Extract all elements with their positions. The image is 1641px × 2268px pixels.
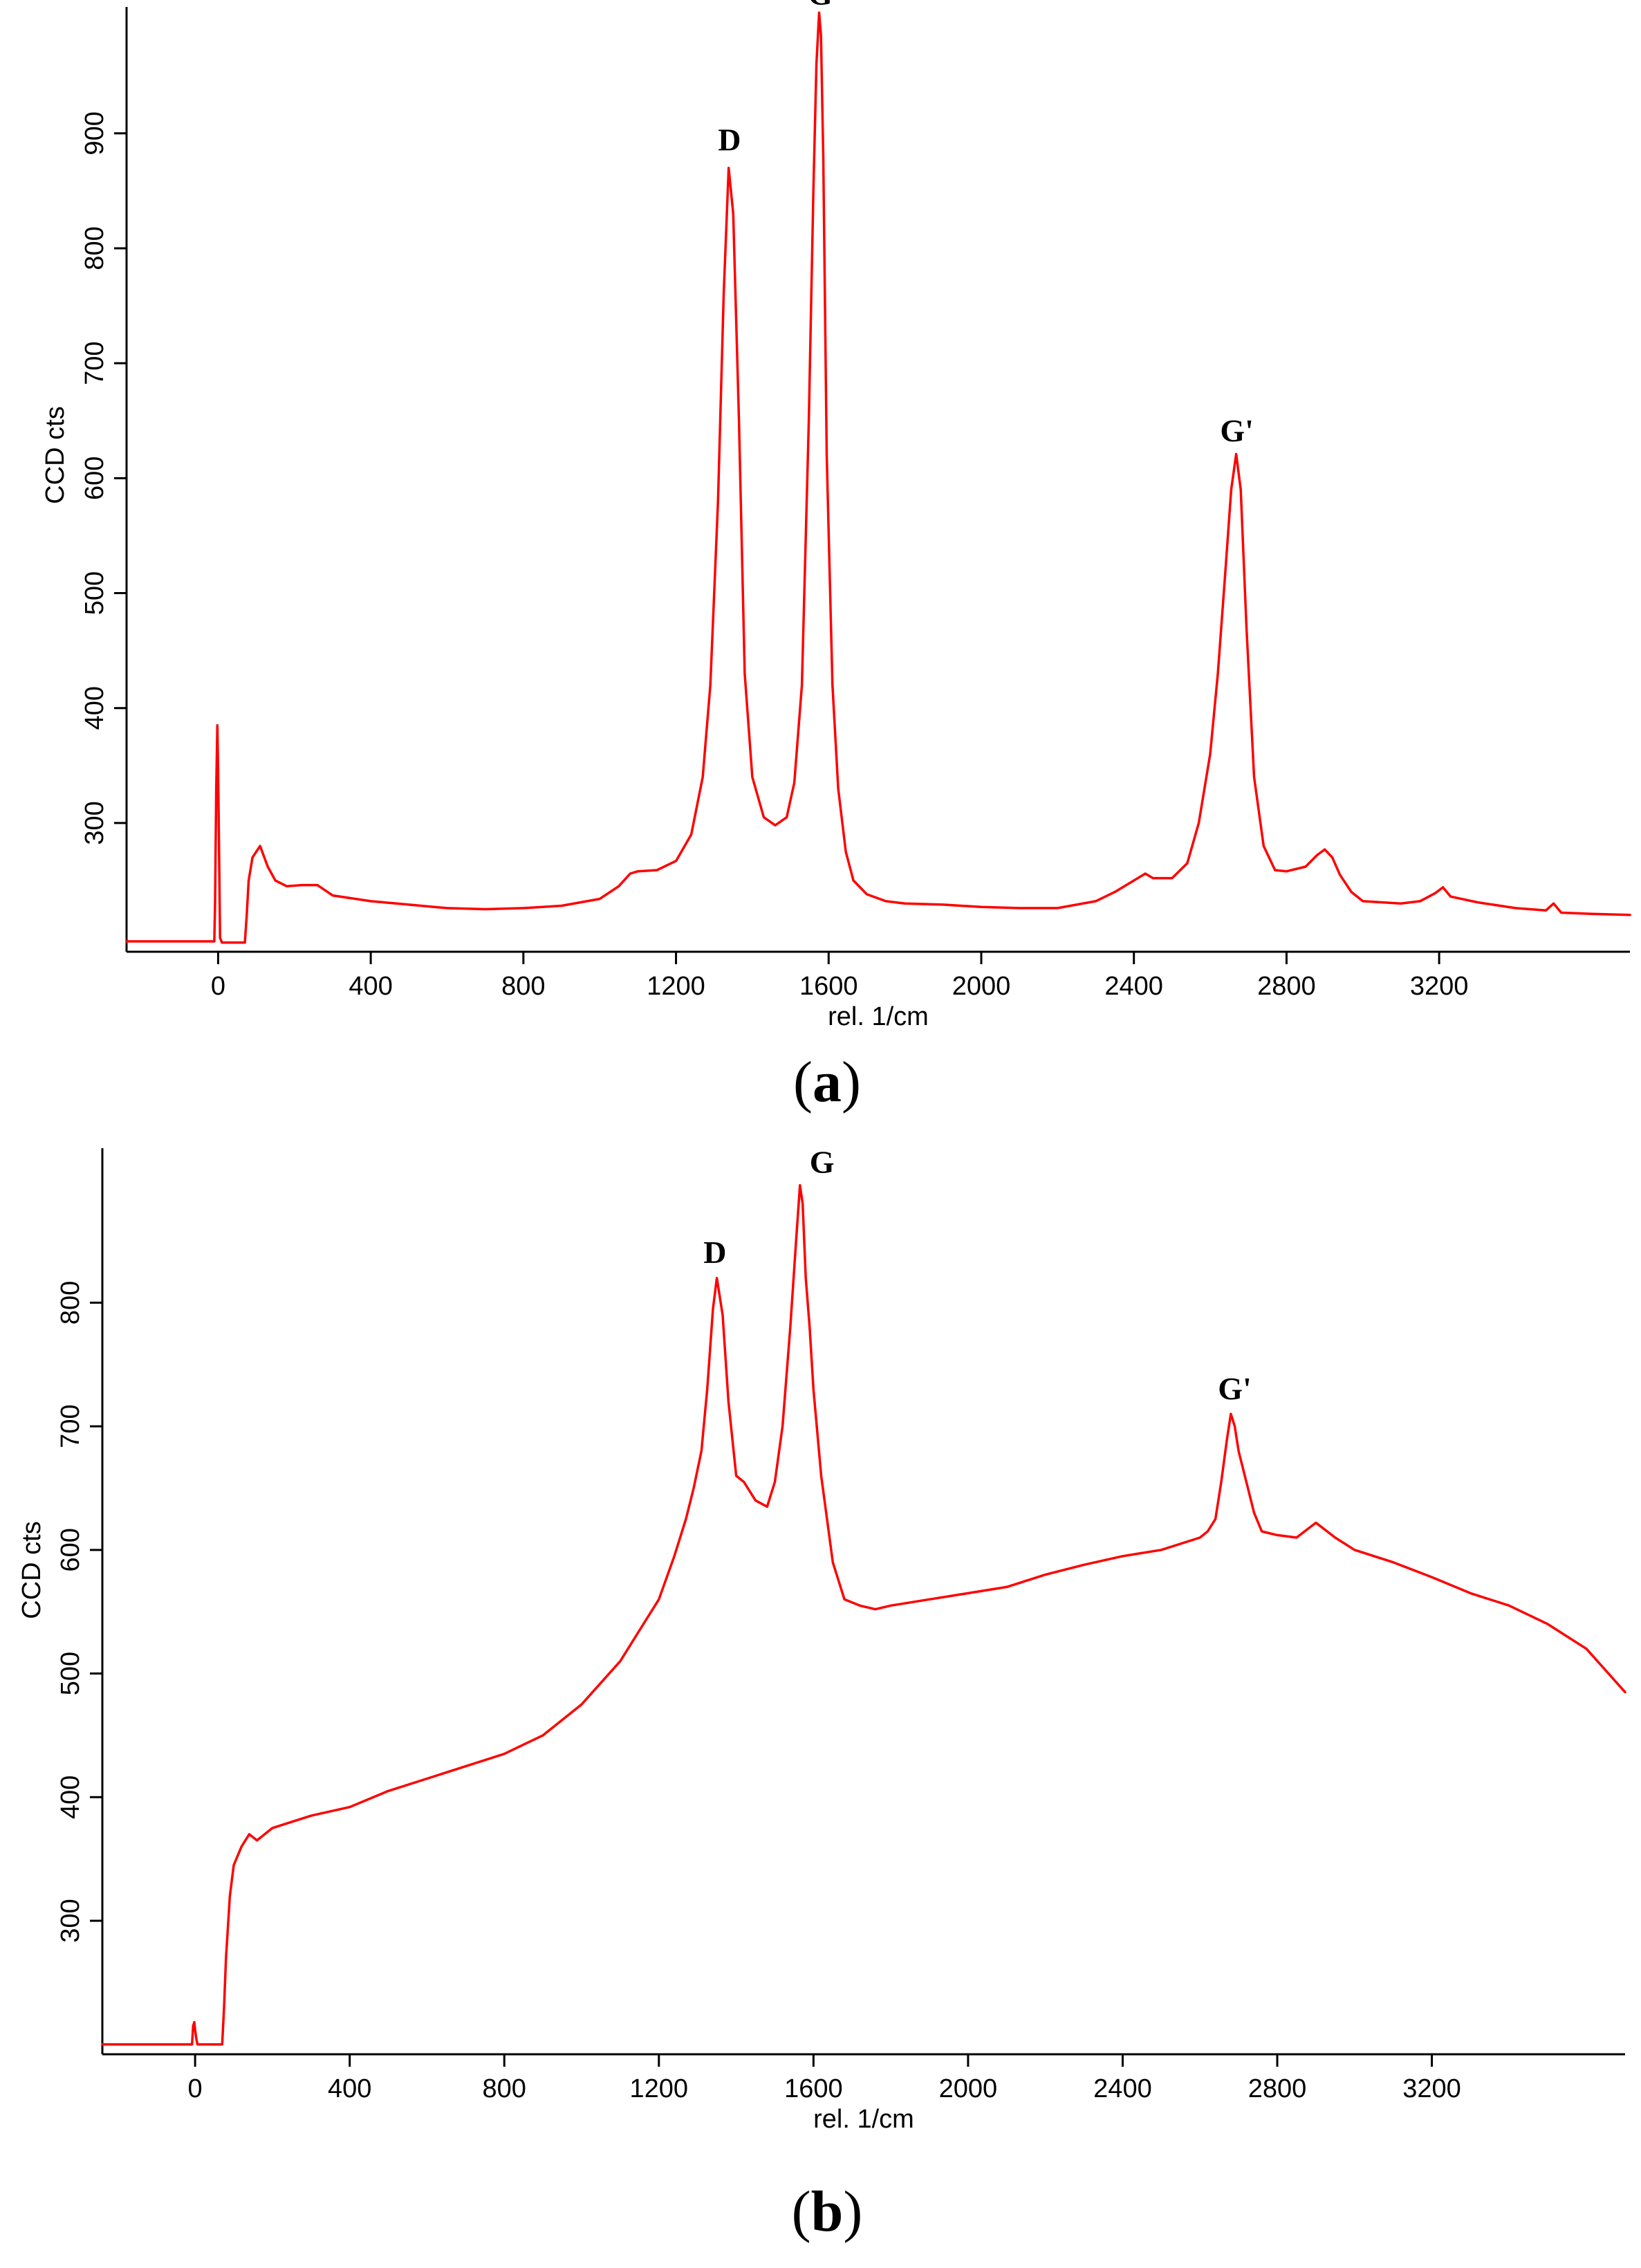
x-tick-label: 1600 [799, 972, 858, 1001]
x-tick-label: 1600 [784, 2074, 843, 2103]
y-tick-label: 400 [56, 1776, 85, 1819]
x-axis-label: rel. 1/cm [813, 2105, 914, 2134]
y-tick-label: 600 [56, 1528, 85, 1571]
x-tick-label: 2400 [1104, 972, 1163, 1001]
panel-label: (b) [792, 2179, 863, 2244]
y-tick-label: 900 [80, 111, 109, 155]
y-tick-label: 400 [80, 686, 109, 730]
panel-label-letter: a [813, 1050, 842, 1114]
x-tick-label: 0 [211, 972, 225, 1001]
x-tick-label: 0 [188, 2074, 203, 2103]
y-tick-label: 700 [56, 1404, 85, 1448]
y-tick-label: 300 [80, 801, 109, 845]
panel-label: (a) [793, 1050, 861, 1114]
panel-label-open: ( [792, 2179, 811, 2244]
x-tick-label: 2800 [1257, 972, 1316, 1001]
x-tick-label: 2000 [952, 972, 1011, 1001]
y-axis-label: CCD cts [41, 406, 70, 504]
y-tick-label: 800 [80, 226, 109, 270]
spectrum-line [101, 1183, 1626, 2046]
x-tick-label: 2000 [939, 2074, 998, 2103]
peak-label: D [703, 1235, 726, 1270]
chart-panel-b: 0 400 800 1200 1600 2000 2400 2800 3200 300 400 500… [17, 1145, 1626, 2244]
y-axis-label: CCD cts [17, 1521, 46, 1619]
x-tick-label: 3200 [1410, 972, 1469, 1001]
peak-label: G' [1218, 1371, 1252, 1406]
x-tick-label: 2400 [1093, 2074, 1152, 2103]
x-tick-label: 3200 [1402, 2074, 1461, 2103]
panel-label-close: ) [842, 1050, 861, 1114]
panel-label-close: ) [843, 2179, 862, 2244]
y-tick-label: 600 [80, 457, 109, 500]
y-tick-label: 500 [56, 1652, 85, 1695]
peak-label: G' [1220, 413, 1254, 448]
x-tick-label: 800 [483, 2074, 526, 2103]
x-tick-label: 1200 [630, 2074, 689, 2103]
spectrum-line [125, 11, 1631, 944]
x-tick-label: 400 [328, 2074, 371, 2103]
x-tick-label: 2800 [1248, 2074, 1307, 2103]
y-tick-label: 700 [80, 341, 109, 385]
peak-label: G [808, 0, 833, 12]
peak-label: G [810, 1145, 835, 1180]
y-tick-label: 500 [80, 571, 109, 615]
x-tick-label: 1200 [647, 972, 705, 1001]
x-tick-label: 400 [349, 972, 392, 1001]
panel-label-open: ( [793, 1050, 813, 1114]
x-tick-label: 800 [501, 972, 545, 1001]
chart-panel-a: 0 400 800 1200 1600 2000 2400 2800 3200 300 400 500… [41, 0, 1631, 1114]
x-axis-label: rel. 1/cm [828, 1002, 929, 1031]
y-tick-label: 300 [56, 1899, 85, 1942]
panel-label-letter: b [811, 2179, 844, 2244]
peak-label: D [718, 122, 741, 158]
y-tick-label: 800 [56, 1281, 85, 1325]
